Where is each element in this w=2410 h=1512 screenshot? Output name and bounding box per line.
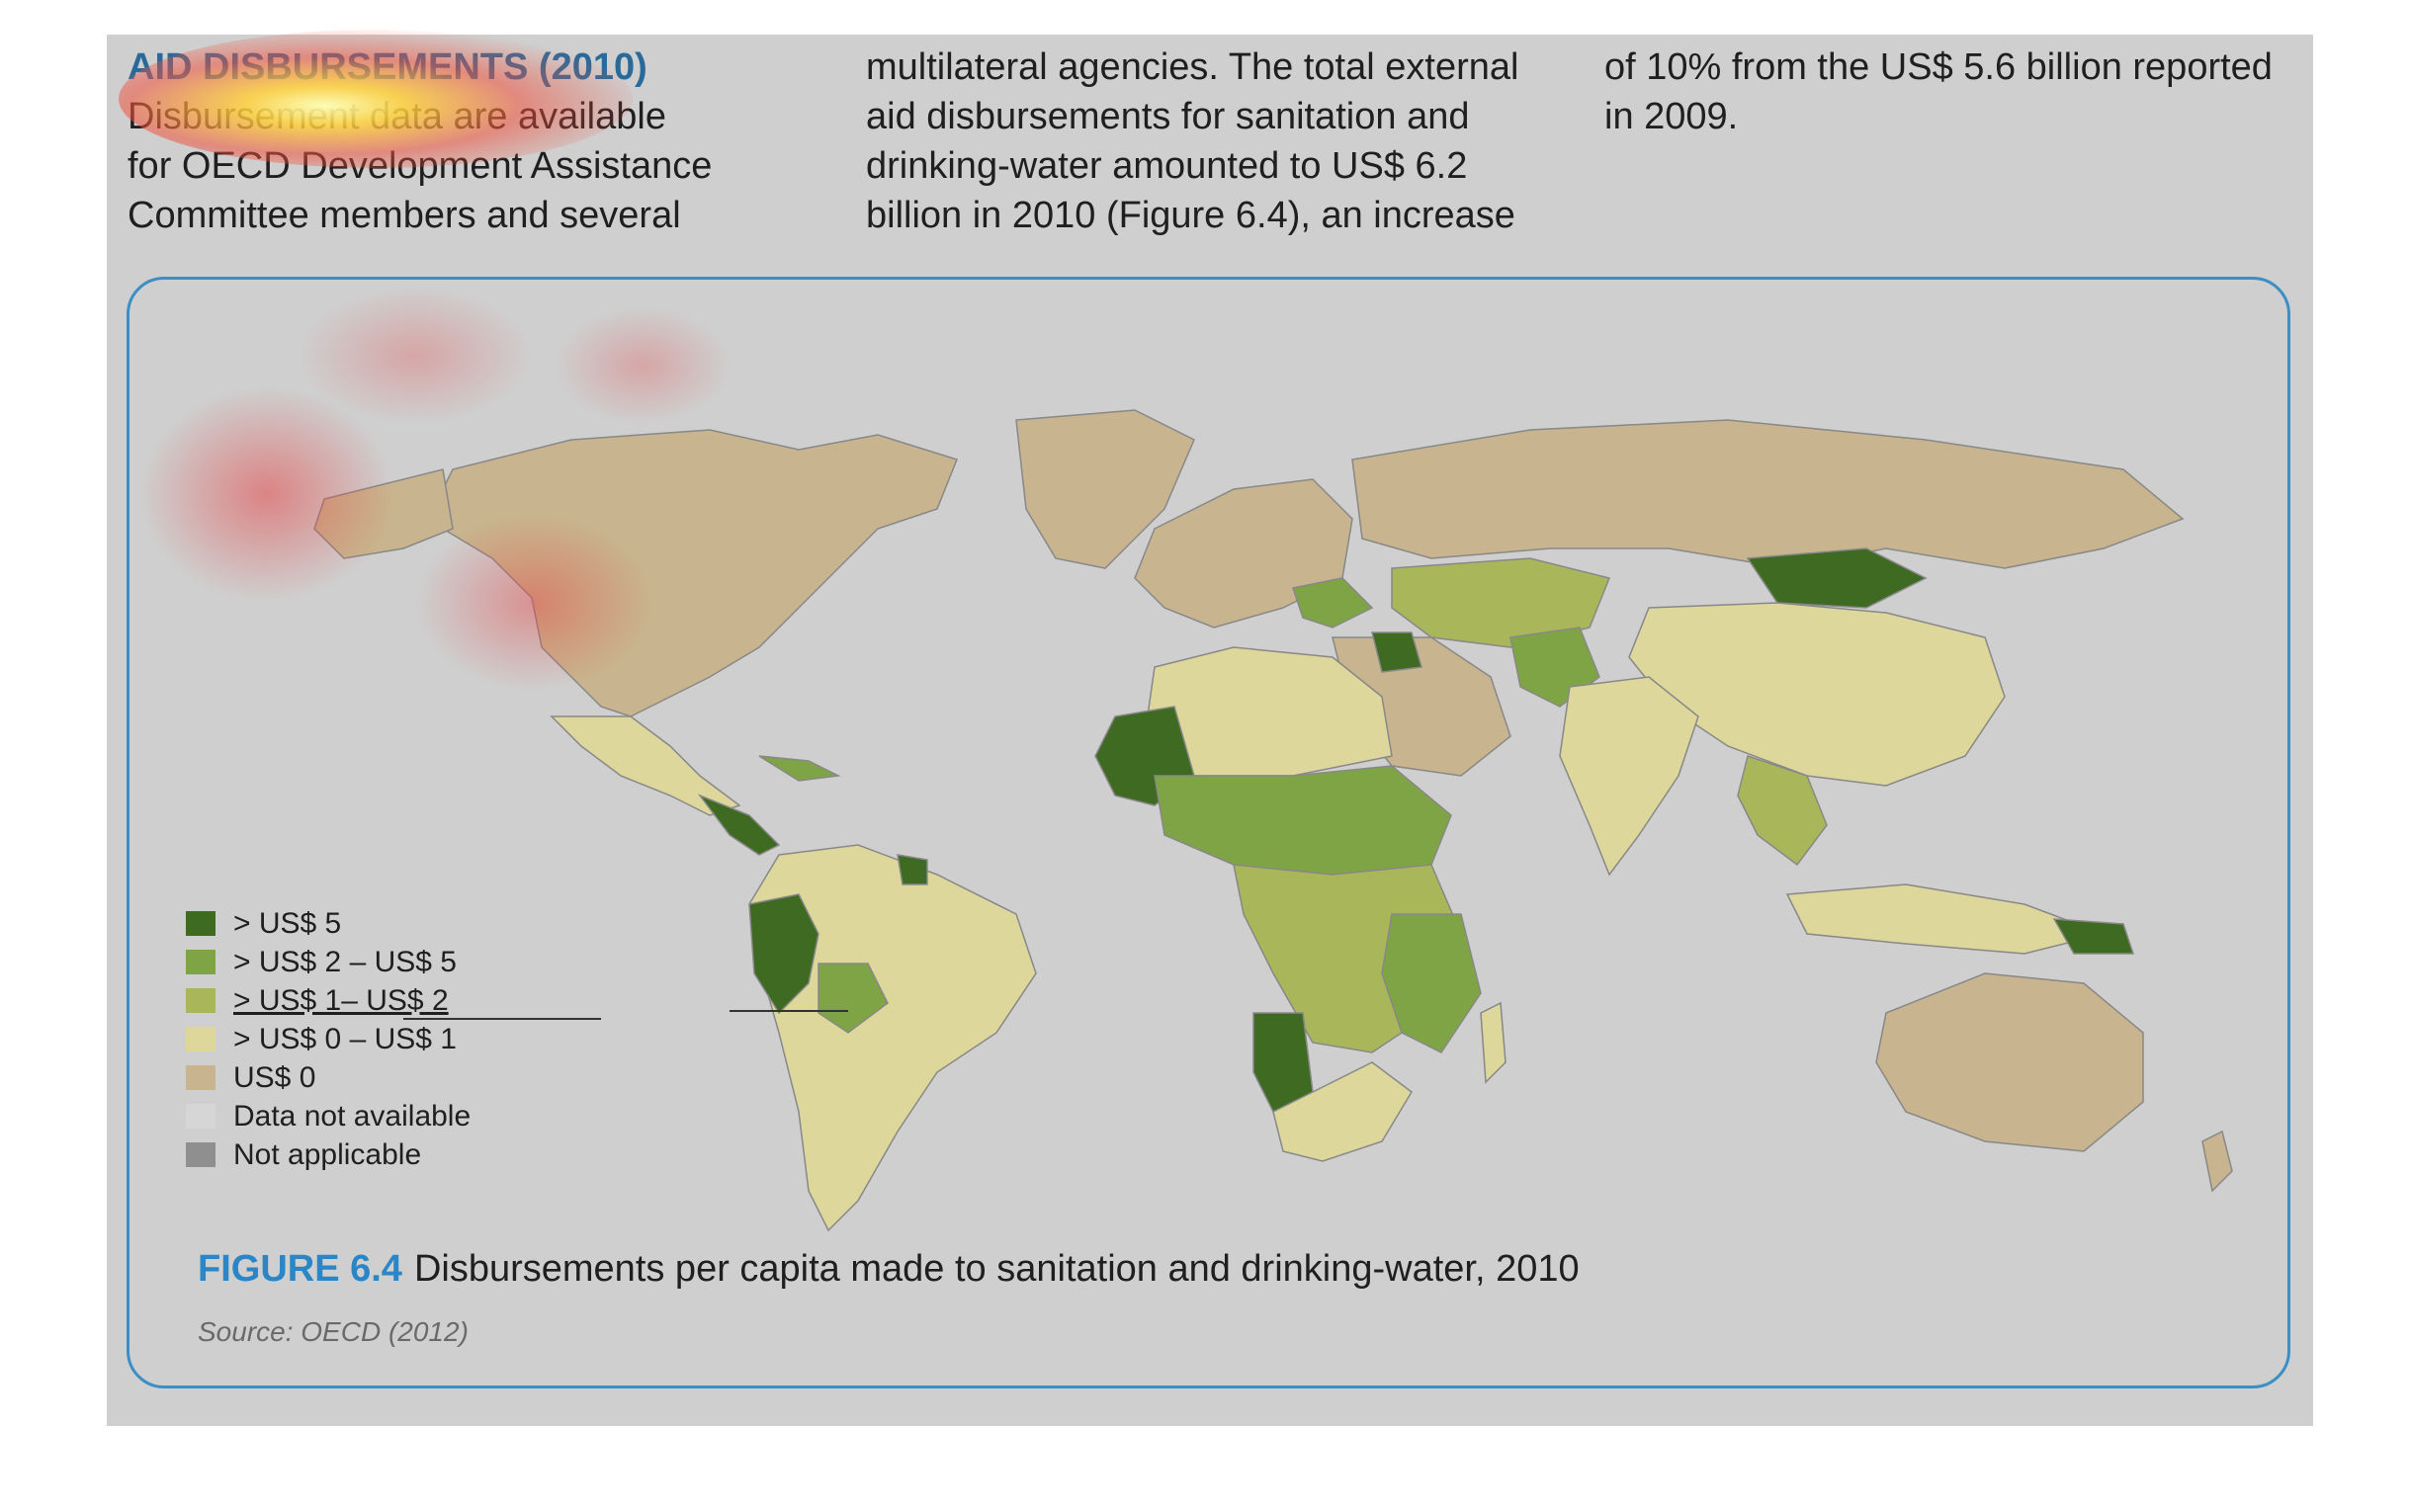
intro-line: multilateral agencies. The total externa… xyxy=(866,46,1519,88)
legend-swatch xyxy=(186,988,215,1013)
legend-swatch xyxy=(186,911,215,936)
map-region-iraq xyxy=(1371,631,1422,673)
document-page: AID DISBURSEMENTS (2010) Disbursement da… xyxy=(107,35,2313,1426)
legend-item: Data not available xyxy=(186,1097,601,1135)
map-region-bolivia xyxy=(818,963,889,1034)
map-region-southern-africa xyxy=(1272,1061,1413,1162)
figure-source: Source: OECD (2012) xyxy=(198,1316,469,1347)
map-region-greenland xyxy=(1015,409,1195,569)
legend-label: > US$ 5 xyxy=(233,906,342,940)
intro-line: billion in 2010 (Figure 6.4), an increas… xyxy=(866,195,1515,236)
legend-swatch xyxy=(186,1142,215,1167)
legend-item: > US$ 2 – US$ 5 xyxy=(186,943,601,981)
legend-label: > US$ 0 – US$ 1 xyxy=(233,1022,457,1055)
legend-label: Not applicable xyxy=(233,1137,422,1171)
map-region-caribbean xyxy=(758,755,841,782)
intro-line: of 10% from the US$ 5.6 billion reported xyxy=(1604,46,2273,88)
map-region-guyana xyxy=(897,854,928,885)
map-region-mongolia xyxy=(1746,547,1928,609)
map-region-southeast-asia xyxy=(1737,755,1828,867)
map-leader-line xyxy=(730,1010,848,1012)
map-region-russia xyxy=(1351,419,2185,569)
map-region-indonesia xyxy=(1785,883,2107,955)
legend-label: US$ 0 xyxy=(233,1060,316,1094)
legend-swatch xyxy=(186,1065,215,1090)
map-region-sahel xyxy=(1154,765,1452,876)
legend-swatch xyxy=(186,950,215,974)
intro-line: for OECD Development Assistance xyxy=(128,145,713,187)
intro-column-3: of 10% from the US$ 5.6 billion reported… xyxy=(1604,42,2296,141)
legend-swatch xyxy=(186,1104,215,1129)
world-map xyxy=(313,409,2233,1232)
map-region-central-america xyxy=(697,794,781,856)
map-region-china xyxy=(1628,602,2006,787)
intro-line: Committee members and several xyxy=(128,195,681,236)
section-heading: AID DISBURSEMENTS (2010) xyxy=(128,46,647,88)
legend-item: > US$ 1– US$ 2 xyxy=(186,981,601,1020)
map-region-balkans xyxy=(1292,577,1374,629)
intro-column-1: AID DISBURSEMENTS (2010) Disbursement da… xyxy=(128,42,819,240)
legend-item: > US$ 0 – US$ 1 xyxy=(186,1020,601,1058)
figure-caption: FIGURE 6.4 Disbursements per capita made … xyxy=(198,1248,1580,1291)
map-region-peru xyxy=(748,893,819,1015)
legend-item: US$ 0 xyxy=(186,1058,601,1097)
map-region-north-america xyxy=(390,429,958,717)
legend-leader-line xyxy=(403,1018,601,1020)
intro-line: aid disbursements for sanitation and xyxy=(866,96,1470,137)
figure-frame xyxy=(127,277,2290,1388)
map-region-new-zealand xyxy=(2201,1130,2233,1193)
figure-title: Disbursements per capita made to sanitat… xyxy=(413,1248,1580,1290)
legend-label: > US$ 1– US$ 2 xyxy=(233,983,449,1017)
intro-line: in 2009. xyxy=(1604,96,1739,137)
map-region-alaska xyxy=(313,468,454,559)
legend-item: > US$ 5 xyxy=(186,904,601,943)
legend-label: Data not available xyxy=(233,1099,472,1133)
intro-line: Disbursement data are available xyxy=(128,96,666,137)
map-region-madagascar xyxy=(1480,1001,1506,1084)
map-region-east-africa xyxy=(1381,913,1482,1053)
intro-line: drinking-water amounted to US$ 6.2 xyxy=(866,145,1468,187)
legend-swatch xyxy=(186,1027,215,1051)
map-legend: > US$ 5 > US$ 2 – US$ 5 > US$ 1– US$ 2 >… xyxy=(186,904,601,1220)
map-region-australia xyxy=(1875,972,2144,1152)
intro-column-2: multilateral agencies. The total externa… xyxy=(866,42,1558,240)
map-region-papua xyxy=(2052,918,2135,955)
figure-number: FIGURE 6.4 xyxy=(198,1248,402,1290)
map-region-india xyxy=(1559,676,1699,877)
legend-label: > US$ 2 – US$ 5 xyxy=(233,945,457,978)
legend-item: Not applicable xyxy=(186,1135,601,1174)
